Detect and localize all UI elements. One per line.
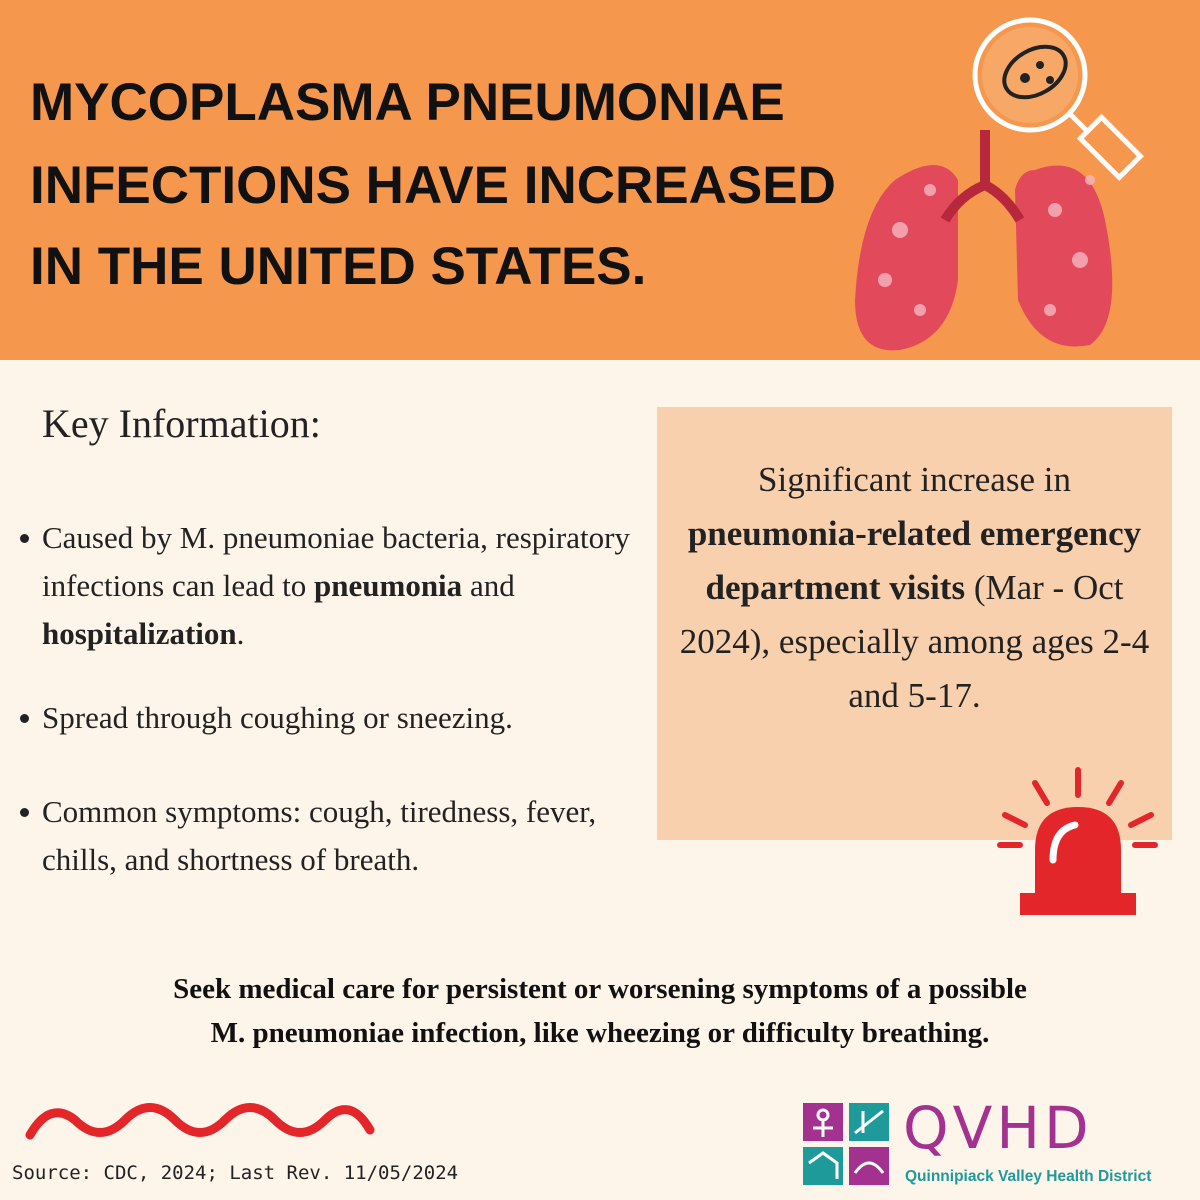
- bullet: Spread through coughing or sneezing.: [20, 694, 632, 742]
- logo-acronym: QVHD: [903, 1094, 1093, 1162]
- bullet: Caused by M. pneumoniae bacteria, respir…: [20, 514, 632, 658]
- text-segment: Significant increase in: [758, 460, 1071, 499]
- text-segment: Spread through coughing or sneezing.: [42, 700, 513, 735]
- text-segment: and: [462, 568, 515, 603]
- source: Source: CDC, 2024; Last Rev. 11/05/2024: [12, 1162, 459, 1184]
- callout-box: [657, 407, 1172, 840]
- text-segment: pneumonia-related emergency department v…: [687, 514, 1142, 607]
- squiggle: [25, 1103, 375, 1140]
- bullet: Common symptoms: cough, tiredness, fever…: [20, 788, 632, 884]
- logo-name: Quinnipiack Valley Health District: [905, 1168, 1152, 1185]
- callout-text: Significant increase in pneumonia-relate…: [672, 453, 1157, 723]
- title-line: INFECTIONS HAVE INCREASED: [30, 156, 836, 215]
- logo-tiles: [803, 1103, 889, 1185]
- text-segment: pneumonia: [314, 568, 463, 603]
- title-line: IN THE UNITED STATES.: [30, 237, 647, 296]
- text-segment: .: [236, 616, 245, 651]
- advice-line: M. pneumoniae infection, like wheezing o…: [210, 1017, 990, 1049]
- advice-line: Seek medical care for persistent or wors…: [173, 973, 1027, 1005]
- lungs-magnifier-icon: [855, 17, 1144, 351]
- section-heading: Key Information:: [42, 401, 321, 446]
- text-segment: (Mar - Oct 2024), especially among ages …: [679, 568, 1150, 715]
- text-segment: Caused by M. pneumoniae bacteria, respir…: [42, 520, 630, 603]
- alarm-icon: [997, 767, 1158, 915]
- text-segment: Common symptoms: cough, tiredness, fever…: [42, 794, 597, 877]
- title-line: MYCOPLASMA PNEUMONIAE: [30, 73, 785, 132]
- text-segment: hospitalization: [42, 616, 237, 651]
